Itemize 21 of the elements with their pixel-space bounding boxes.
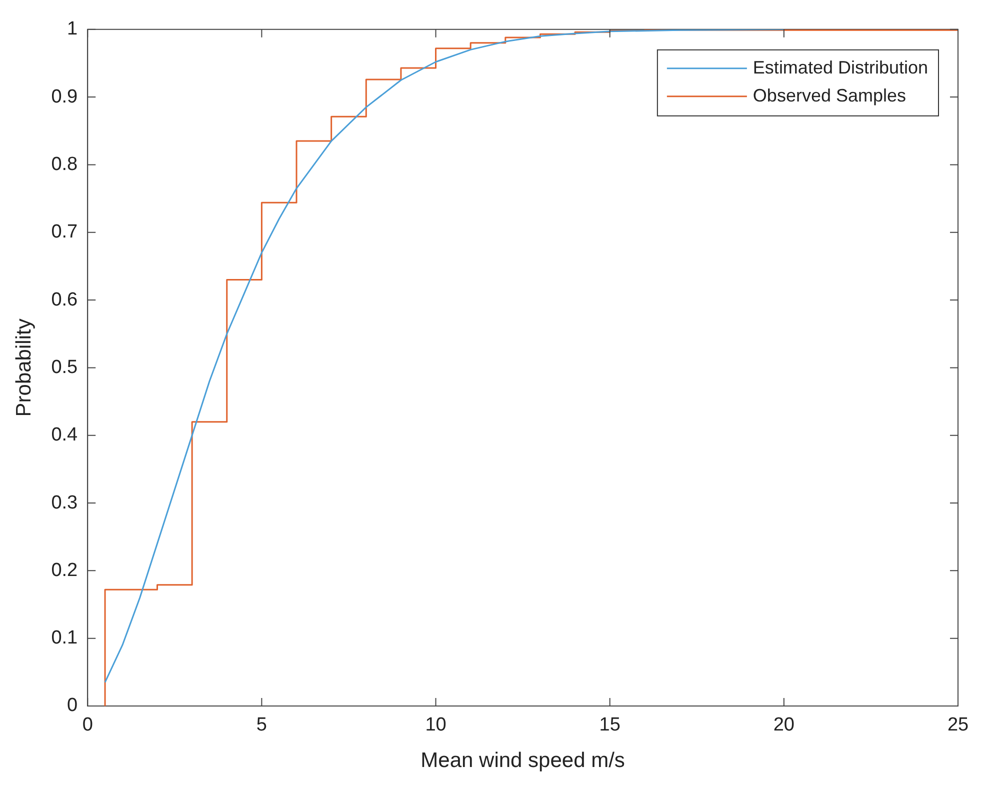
legend-label: Estimated Distribution [752, 57, 928, 78]
y-tick-label: 0.2 [51, 560, 78, 581]
y-tick-label: 0 [67, 695, 78, 716]
y-tick-label: 1 [67, 18, 78, 40]
y-tick-label: 0.3 [51, 492, 78, 514]
x-tick-label: 15 [599, 714, 620, 736]
y-tick-label: 0.4 [51, 424, 78, 446]
y-tick-label: 0.6 [51, 289, 78, 310]
x-axis-title: Mean wind speed m/s [420, 749, 625, 772]
x-tick-label: 0 [82, 714, 93, 736]
x-tick-label: 10 [425, 714, 446, 736]
y-tick-label: 0.1 [51, 628, 78, 649]
legend-label: Observed Samples [752, 85, 906, 106]
y-tick-label: 0.8 [51, 154, 78, 175]
y-tick-label: 0.7 [51, 222, 78, 243]
y-tick-label: 0.5 [51, 356, 78, 378]
y-axis-title: Probability [12, 318, 36, 417]
x-tick-label: 20 [773, 714, 794, 736]
x-tick-label: 5 [256, 714, 267, 736]
y-tick-label: 0.9 [51, 86, 78, 108]
x-tick-label: 25 [947, 714, 969, 736]
